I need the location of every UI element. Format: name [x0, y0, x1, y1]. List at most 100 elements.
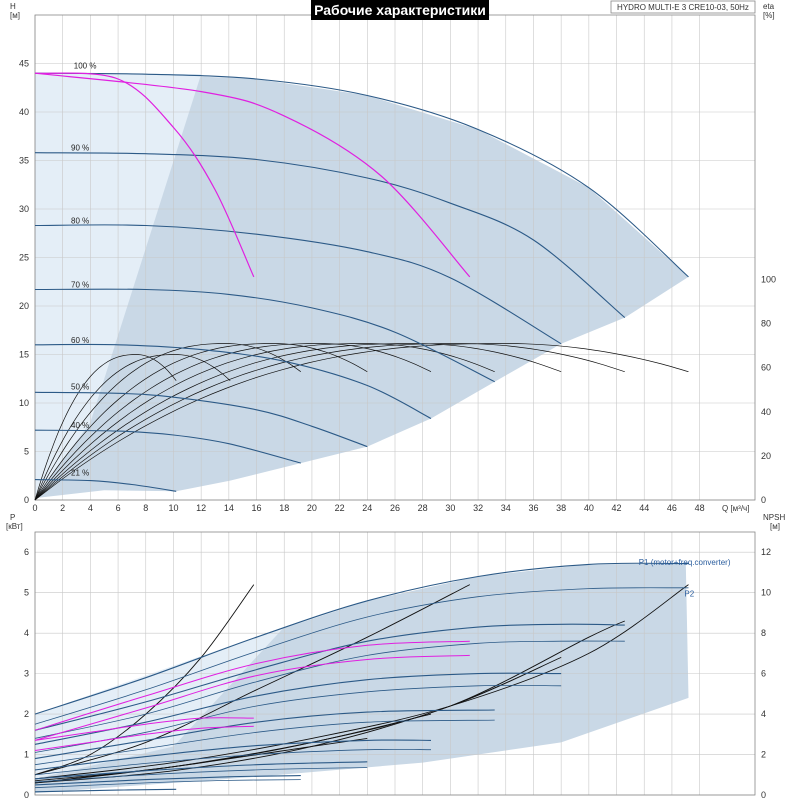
p2-curve — [34, 640, 625, 739]
x-tick-label: 26 — [390, 503, 400, 513]
x-tick-label: 36 — [528, 503, 538, 513]
efficiency-curve — [34, 343, 625, 501]
system-curve — [34, 72, 471, 278]
system-power-curve — [34, 717, 254, 741]
x-tick-label: 0 — [32, 503, 37, 513]
efficiency-curve — [34, 343, 562, 501]
y2-tick-label: 60 — [761, 363, 771, 373]
p-tick-label: 0 — [24, 790, 29, 800]
x-tick-label: 30 — [445, 503, 455, 513]
p1-curve — [34, 562, 689, 715]
speed-curve — [34, 72, 689, 278]
speed-curve — [34, 288, 495, 383]
x-tick-label: 18 — [279, 503, 289, 513]
npsh-curve — [34, 584, 689, 780]
npsh-curve — [34, 737, 368, 784]
chart-title: Рабочие характеристики — [314, 2, 486, 18]
title-background — [311, 0, 489, 20]
efficiency-curve — [34, 343, 689, 501]
operating-area — [35, 73, 689, 499]
p2-curve — [34, 684, 562, 753]
system-power-curve — [34, 640, 470, 731]
npsh-tick-label: 10 — [761, 588, 771, 598]
x-tick-label: 4 — [88, 503, 93, 513]
y2-tick-label: 0 — [761, 495, 766, 505]
x-tick-label: 34 — [501, 503, 511, 513]
y2-tick-label: 20 — [761, 451, 771, 461]
y-axis-label: H — [10, 2, 16, 11]
p-tick-label: 2 — [24, 709, 29, 719]
p1-curve — [34, 739, 432, 771]
p-tick-label: 3 — [24, 669, 29, 679]
speed-label: 40 % — [71, 421, 89, 430]
system-curve — [34, 72, 255, 278]
p2-curve — [34, 719, 495, 766]
efficiency-curve — [34, 354, 177, 501]
x-tick-label: 16 — [252, 503, 262, 513]
y-tick-label: 10 — [19, 398, 29, 408]
p1-curve — [34, 775, 301, 786]
speed-label: 21 % — [71, 469, 89, 478]
p-tick-label: 6 — [24, 547, 29, 557]
y-tick-label: 40 — [19, 107, 29, 117]
bottom-frame — [34, 531, 756, 796]
x-tick-label: 20 — [307, 503, 317, 513]
y-tick-label: 0 — [24, 495, 29, 505]
y-tick-label: 20 — [19, 301, 29, 311]
speed-label: 100 % — [74, 61, 97, 70]
npsh-tick-label: 4 — [761, 709, 766, 719]
npsh-tick-label: 12 — [761, 547, 771, 557]
head-chart: 100 %90 %80 %70 %60 %50 %40 %21 %0 2 4 6 8 10… — [10, 2, 776, 513]
model-box — [610, 0, 756, 14]
y-tick-label: 25 — [19, 253, 29, 263]
x-tick-label: 10 — [168, 503, 178, 513]
p-tick-label: 1 — [24, 750, 29, 760]
y-tick-label: 35 — [19, 156, 29, 166]
npsh-tick-label: 8 — [761, 628, 766, 638]
speed-label: 80 % — [71, 216, 89, 225]
x-tick-label: 48 — [695, 503, 705, 513]
efficiency-curve — [34, 343, 368, 501]
y2-tick-label: 100 — [761, 275, 776, 285]
system-power-curve — [34, 725, 254, 751]
y2-axis-label: eta — [763, 2, 775, 11]
power-chart: P1 (motor+freq.converter)P20123456024681… — [6, 513, 785, 800]
p2-curve — [34, 779, 301, 789]
y2-tick-label: 40 — [761, 407, 771, 417]
npsh-axis-unit: [м] — [770, 522, 780, 531]
efficiency-curve — [34, 343, 495, 501]
x-tick-label: 32 — [473, 503, 483, 513]
y-tick-label: 5 — [24, 447, 29, 457]
npsh-tick-label: 0 — [761, 790, 766, 800]
speed-curve — [34, 391, 368, 448]
p2-curve — [34, 587, 689, 725]
x-tick-label: 42 — [612, 503, 622, 513]
power-legend-label: P2 — [684, 590, 694, 599]
speed-curve — [34, 152, 626, 319]
power-legend-label: P1 (motor+freq.converter) — [639, 558, 731, 567]
x-tick-label: 24 — [362, 503, 372, 513]
x-axis-label: Q [м³/ч] — [722, 504, 749, 513]
p2-curve — [34, 767, 368, 783]
speed-curve — [34, 224, 562, 345]
x-tick-label: 38 — [556, 503, 566, 513]
system-power-curve — [34, 654, 470, 741]
npsh-tick-label: 2 — [761, 750, 766, 760]
model-label: HYDRO MULTI-E 3 CRE10-03, 50Hz — [617, 3, 749, 12]
p1-curve — [34, 623, 625, 731]
p1-curve — [34, 761, 368, 780]
x-tick-label: 22 — [335, 503, 345, 513]
p1-curve — [34, 788, 177, 793]
npsh-axis-label: NPSH — [763, 513, 785, 522]
speed-label: 90 % — [71, 144, 89, 153]
speed-label: 60 % — [71, 336, 89, 345]
x-tick-label: 6 — [116, 503, 121, 513]
x-tick-label: 14 — [224, 503, 234, 513]
speed-label: 70 % — [71, 281, 89, 290]
y2-tick-label: 80 — [761, 319, 771, 329]
x-tick-label: 8 — [143, 503, 148, 513]
p2-curve — [34, 748, 432, 776]
x-tick-label: 44 — [639, 503, 649, 513]
x-tick-label: 2 — [60, 503, 65, 513]
